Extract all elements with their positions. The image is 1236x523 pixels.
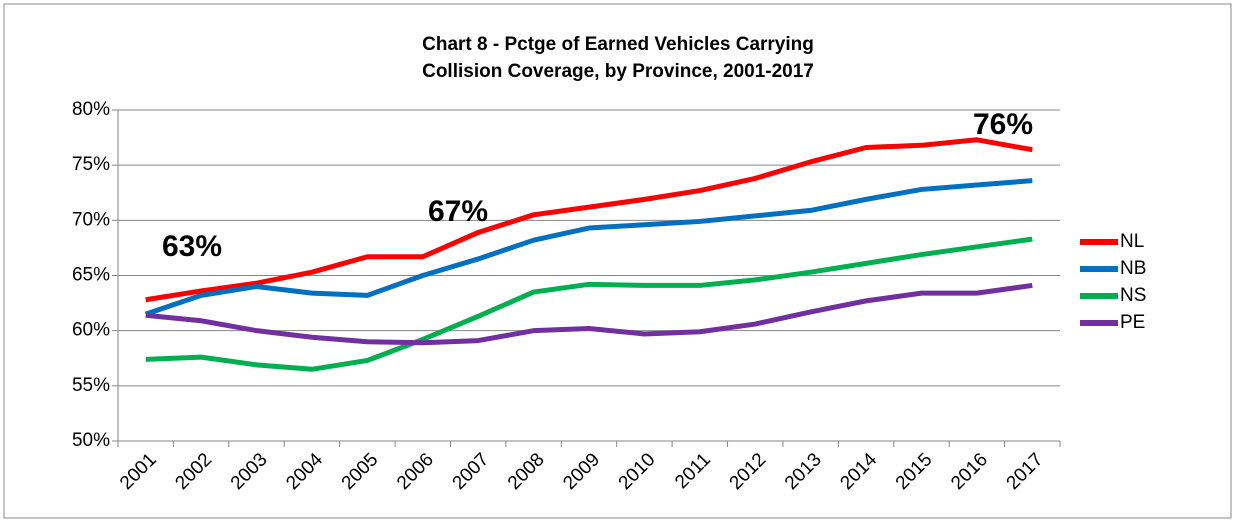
series-line [145,236,1033,372]
annotation: 63% [162,230,222,263]
legend-label: PE [1120,312,1145,333]
y-tick-label: 60% [72,320,110,341]
legend-label: NL [1120,231,1144,252]
legend-label: NS [1120,285,1146,306]
y-tick-label: 75% [72,154,110,175]
chart-title: Chart 8 - Pctge of Earned Vehicles Carry… [422,34,814,55]
y-tick-label: 80% [72,99,110,120]
y-tick-label: 65% [72,265,110,286]
annotation: 67% [428,195,488,228]
legend-label: NB [1120,258,1146,279]
y-tick-label: 50% [72,430,110,451]
chart-frame [3,3,1232,519]
annotation: 76% [973,108,1033,141]
series-line [145,137,1033,303]
y-tick-label: 55% [72,375,110,396]
series-line [144,178,1033,317]
series-line [145,282,1033,346]
chart-title: Collision Coverage, by Province, 2001-20… [422,61,814,82]
y-tick-label: 70% [72,209,110,230]
